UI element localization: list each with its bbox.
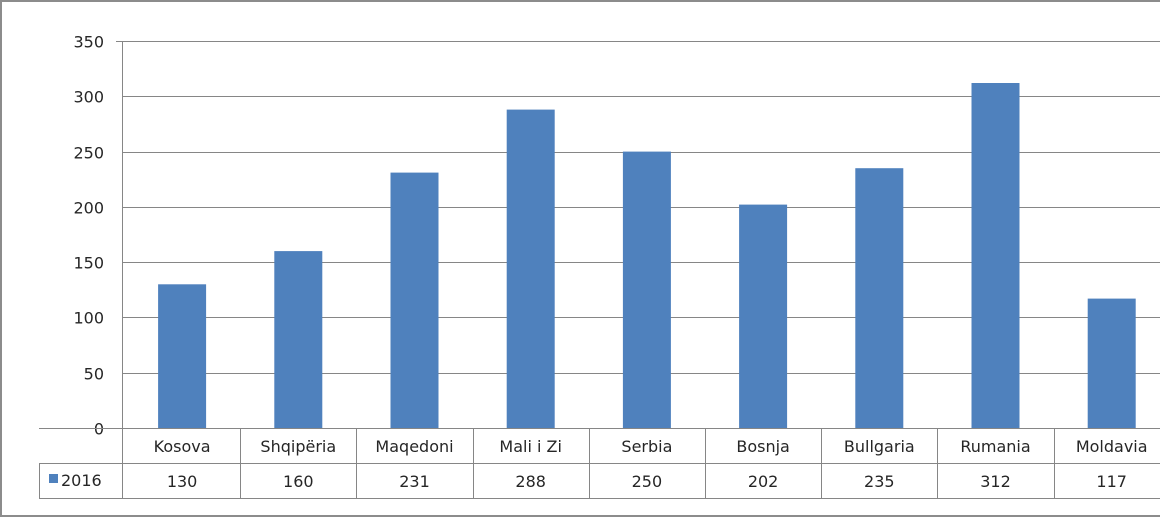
data-table-value: 117 xyxy=(1096,472,1127,491)
category-label: Mali i Zi xyxy=(499,437,562,456)
data-table-value: 235 xyxy=(864,472,895,491)
axes xyxy=(116,41,123,428)
category-label: Moldavia xyxy=(1076,437,1148,456)
y-tick-label: 50 xyxy=(84,365,104,384)
series-label: 2016 xyxy=(61,471,102,490)
data-table-value: 202 xyxy=(748,472,779,491)
data-table-value: 250 xyxy=(632,472,663,491)
y-tick-label: 350 xyxy=(73,33,104,52)
bar-kosova xyxy=(158,284,207,428)
bar-moldavia xyxy=(1087,298,1136,428)
category-label: Rumania xyxy=(960,437,1030,456)
bars xyxy=(158,83,1136,428)
category-label: Serbia xyxy=(621,437,672,456)
bar-bosnja xyxy=(739,204,788,428)
bar-maqedoni xyxy=(390,172,439,428)
bar-bullgaria xyxy=(855,168,904,428)
data-table-value: 130 xyxy=(167,472,198,491)
y-tick-label: 250 xyxy=(73,144,104,163)
y-tick-label: 150 xyxy=(73,254,104,273)
category-label: Shqipëria xyxy=(260,437,336,456)
bar-serbia xyxy=(622,151,671,428)
category-label: Bullgaria xyxy=(844,437,915,456)
data-table-value: 288 xyxy=(515,472,546,491)
bar-shqip-ria xyxy=(274,251,323,428)
y-tick-label: 300 xyxy=(73,88,104,107)
data-table-value: 312 xyxy=(980,472,1011,491)
legend-key xyxy=(49,474,58,483)
bar-mali-i-zi xyxy=(506,109,555,428)
data-table-value: 160 xyxy=(283,472,314,491)
category-label: Bosnja xyxy=(736,437,790,456)
category-label: Maqedoni xyxy=(375,437,453,456)
data-table: 2016 Kosova 130 Shqipëria 160 Maqedoni 231 Mali… xyxy=(39,428,1160,499)
bar-rumania xyxy=(971,83,1020,428)
category-label: Kosova xyxy=(154,437,211,456)
y-tick-label: 100 xyxy=(73,309,104,328)
y-tick-label: 200 xyxy=(73,199,104,218)
data-table-value: 231 xyxy=(399,472,430,491)
